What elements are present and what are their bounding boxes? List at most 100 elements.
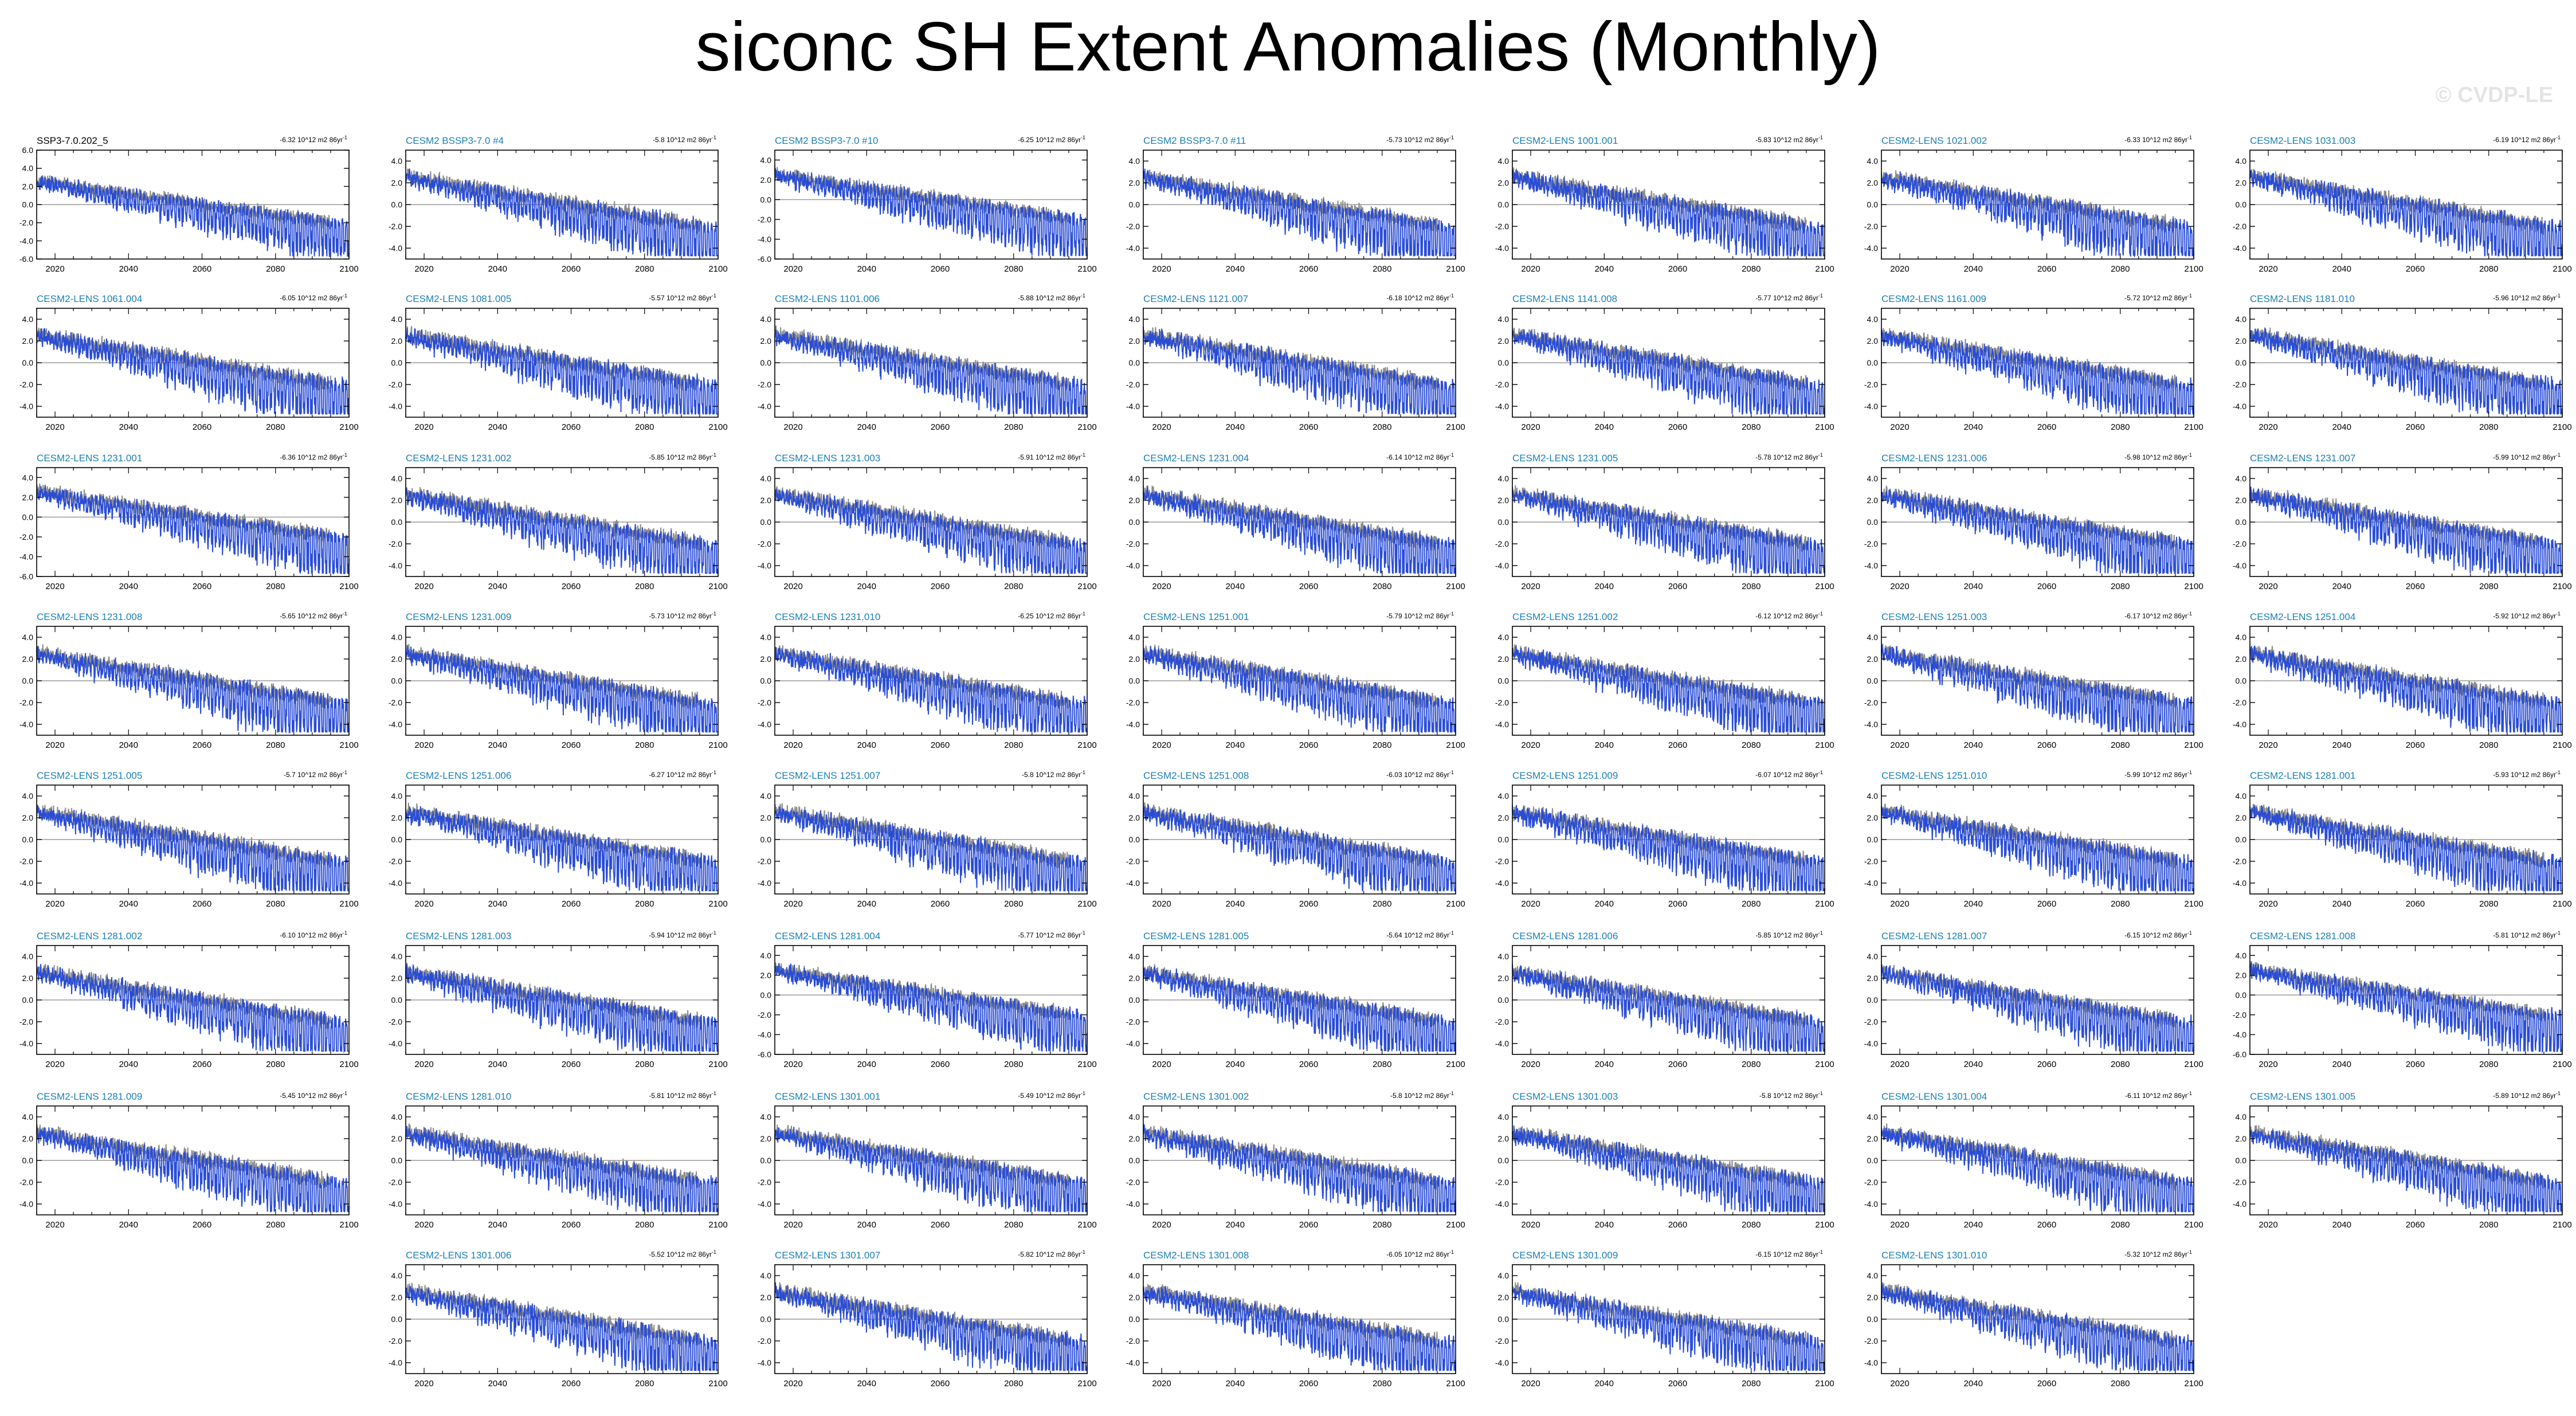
- x-tick-label: 2020: [1152, 899, 1171, 909]
- panel: CESM2-LENS 1001.001 -5.83 10^12 m2 86yr-1…: [1495, 135, 1834, 274]
- x-tick-label: 2100: [2553, 422, 2571, 432]
- trend-superscript: -1: [1818, 770, 1823, 775]
- x-tick-label: 2040: [488, 740, 507, 750]
- panel-trend: -5.72 10^12 m2 86yr-1: [2124, 293, 2192, 302]
- panel-trend: -5.96 10^12 m2 86yr-1: [2493, 293, 2561, 302]
- y-tick-label: 4.0: [391, 1112, 403, 1121]
- panel-trend: -5.65 10^12 m2 86yr-1: [280, 611, 347, 620]
- x-tick-label: 2080: [1373, 582, 1391, 591]
- y-tick-label: -4.0: [389, 878, 402, 888]
- x-tick-label: 2040: [1964, 422, 1983, 432]
- x-tick-label: 2080: [266, 1060, 285, 1069]
- y-tick-label: 0.0: [1129, 995, 1140, 1005]
- y-tick-label: -2.0: [389, 1336, 402, 1346]
- y-tick-label: -2.0: [758, 1336, 771, 1346]
- series-ensemble-member: [1143, 1285, 1456, 1372]
- x-tick-label: 2060: [193, 264, 211, 274]
- x-tick-label: 2080: [2111, 899, 2130, 909]
- panel: CESM2-LENS 1281.010 -5.81 10^12 m2 86yr-1…: [389, 1091, 728, 1230]
- x-tick-label: 2100: [1077, 582, 1096, 591]
- x-tick-label: 2040: [2332, 1220, 2351, 1230]
- series-ensemble-member: [405, 168, 718, 258]
- y-tick-label: 0.0: [1129, 358, 1140, 367]
- y-tick-label: 0.0: [1498, 676, 1509, 685]
- x-tick-label: 2100: [2184, 899, 2203, 909]
- y-tick-label: 0.0: [1129, 517, 1140, 527]
- x-tick-label: 2080: [266, 422, 285, 432]
- x-tick-label: 2020: [1152, 582, 1171, 591]
- panel-trend: -5.49 10^12 m2 86yr-1: [1018, 1091, 1085, 1100]
- y-tick-label: -4.0: [19, 236, 33, 245]
- x-tick-label: 2080: [1004, 264, 1023, 274]
- x-tick-label: 2080: [1742, 582, 1761, 591]
- trend-superscript: -1: [712, 293, 716, 299]
- y-tick-label: 4.0: [1498, 474, 1509, 483]
- trend-superscript: -1: [1081, 293, 1085, 299]
- y-tick-label: -2.0: [2233, 857, 2246, 866]
- y-tick-label: -4.0: [2233, 244, 2246, 253]
- y-tick-label: -4.0: [389, 402, 402, 411]
- y-tick-label: 0.0: [760, 517, 772, 527]
- y-tick-label: 2.0: [1498, 1134, 1509, 1143]
- panel-title: CESM2-LENS 1281.008: [2250, 931, 2355, 942]
- x-tick-label: 2100: [1815, 899, 1834, 909]
- panel-title: CESM2-LENS 1281.007: [1881, 931, 1987, 942]
- y-tick-label: -4.0: [1126, 561, 1140, 570]
- x-tick-label: 2020: [1890, 1060, 1909, 1069]
- y-tick-label: 4.0: [1867, 633, 1879, 642]
- x-tick-label: 2060: [2037, 899, 2056, 909]
- panel: CESM2-LENS 1231.010 -6.25 10^12 m2 86yr-1…: [758, 611, 1097, 750]
- y-tick-label: 4.0: [1129, 791, 1140, 801]
- x-tick-label: 2060: [2406, 422, 2425, 432]
- x-tick-label: 2020: [2259, 422, 2277, 432]
- trend-superscript: -1: [2187, 1091, 2192, 1096]
- series-ensemble-member: [1512, 489, 1825, 575]
- panel-title: CESM2-LENS 1281.003: [406, 931, 511, 942]
- y-tick-label: -2.0: [2233, 222, 2246, 231]
- x-tick-label: 2040: [488, 264, 507, 274]
- x-tick-label: 2020: [1152, 1379, 1171, 1388]
- y-tick-label: 0.0: [760, 676, 772, 685]
- x-tick-label: 2100: [708, 264, 727, 274]
- panel: CESM2-LENS 1231.004 -6.14 10^12 m2 86yr-1…: [1126, 452, 1465, 591]
- y-tick-label: 4.0: [1498, 315, 1509, 324]
- series-ensemble-member: [405, 1286, 718, 1371]
- y-tick-label: 0.0: [760, 835, 772, 844]
- y-tick-label: 0.0: [391, 517, 403, 527]
- y-tick-label: -2.0: [1126, 1178, 1140, 1187]
- chart-title: siconc SH Extent Anomalies (Monthly): [695, 7, 1881, 85]
- panel-trend: -5.99 10^12 m2 86yr-1: [2493, 452, 2561, 461]
- panel-title: CESM2-LENS 1281.004: [775, 931, 880, 942]
- x-tick-label: 2080: [1373, 264, 1391, 274]
- y-tick-label: -2.0: [389, 1178, 402, 1187]
- panel-title: CESM2-LENS 1251.009: [1512, 770, 1618, 781]
- y-tick-label: -2.0: [758, 857, 771, 866]
- panel-trend: -5.85 10^12 m2 86yr-1: [649, 452, 716, 461]
- y-tick-label: 4.0: [2236, 951, 2247, 960]
- panel-title: CESM2-LENS 1301.003: [1512, 1091, 1618, 1102]
- x-tick-label: 2100: [1446, 422, 1465, 432]
- y-tick-label: 2.0: [1867, 1293, 1879, 1302]
- x-tick-label: 2060: [1668, 264, 1687, 274]
- x-tick-label: 2040: [857, 264, 876, 274]
- x-tick-label: 2040: [1226, 264, 1245, 274]
- x-tick-label: 2020: [783, 582, 802, 591]
- trend-superscript: -1: [343, 452, 347, 458]
- y-tick-label: -2.0: [19, 218, 33, 227]
- y-tick-label: 4.0: [22, 791, 34, 801]
- y-tick-label: -4.0: [1126, 878, 1140, 888]
- x-tick-label: 2060: [2406, 264, 2425, 274]
- x-tick-label: 2080: [1373, 422, 1391, 432]
- trend-superscript: -1: [2556, 611, 2561, 617]
- series-ensemble-member: [36, 1127, 350, 1214]
- series-ensemble-member: [1881, 806, 2194, 892]
- panel: SSP3-7.0.202_5 -6.32 10^12 m2 86yr-1 6.0 4.…: [19, 135, 359, 274]
- y-tick-label: 0.0: [2236, 990, 2247, 999]
- x-tick-label: 2040: [1964, 264, 1983, 274]
- trend-superscript: -1: [1818, 135, 1823, 140]
- panel-trend: -6.25 10^12 m2 86yr-1: [1018, 611, 1085, 620]
- panel-title: CESM2-LENS 1231.004: [1143, 453, 1249, 464]
- series-ensemble-member: [36, 175, 350, 257]
- y-tick-label: 4.0: [22, 315, 34, 324]
- y-tick-label: -4.0: [389, 561, 402, 570]
